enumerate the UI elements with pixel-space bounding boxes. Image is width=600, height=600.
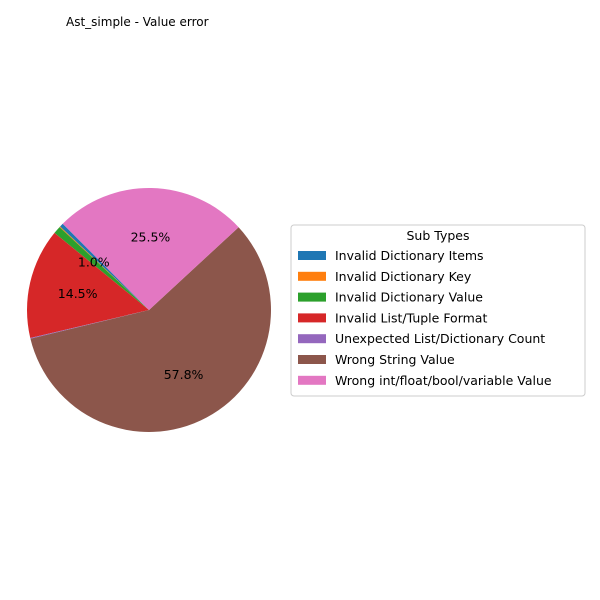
legend-label-invalid-dictionary-value: Invalid Dictionary Value (335, 290, 483, 305)
pie-slice-invalid-dictionary-items (60, 223, 149, 310)
legend-swatch-invalid-dictionary-items (298, 251, 326, 260)
pie-slice-unexpected-list-dictionary-count (30, 310, 149, 339)
legend: Sub Types Invalid Dictionary Items Inval… (290, 224, 586, 397)
pie-slice-invalid-dictionary-value (54, 227, 150, 310)
legend-swatch-unexpected-list-dictionary-count (298, 334, 326, 344)
percent-label-wrong-string-value: 57.8% (164, 367, 204, 382)
legend-label-wrong-int-float-bool-variable-value: Wrong int/float/bool/variable Value (335, 373, 552, 388)
pie-slice-wrong-int-float-bool-variable-value (62, 188, 239, 310)
legend-label-invalid-dictionary-items: Invalid Dictionary Items (335, 248, 484, 263)
pie-slice-invalid-list-tuple-format (26, 232, 149, 338)
percent-label-invalid-list-tuple-format: 14.5% (58, 286, 98, 301)
legend-swatch-invalid-dictionary-value (298, 292, 326, 302)
legend-label-invalid-list-tuple-format: Invalid List/Tuple Format (335, 310, 487, 325)
legend-swatch-wrong-string-value (298, 355, 326, 364)
legend-swatch-wrong-int-float-bool-variable-value (298, 375, 326, 385)
legend-frame (290, 224, 586, 397)
legend-items: Invalid Dictionary Items Invalid Diction… (298, 248, 552, 388)
legend-label-wrong-string-value: Wrong String Value (335, 352, 455, 367)
percent-label-wrong-int-float-bool-variable-value: 25.5% (131, 229, 171, 244)
legend-swatch-invalid-dictionary-key (298, 271, 326, 281)
legend-label-unexpected-list-dictionary-count: Unexpected List/Dictionary Count (335, 331, 545, 346)
legend-label-invalid-dictionary-key: Invalid Dictionary Key (335, 269, 472, 284)
pie-slice-wrong-string-value (30, 227, 271, 432)
legend-title: Sub Types (407, 228, 470, 243)
legend-swatch-invalid-list-tuple-format (298, 313, 326, 323)
pie-slice-invalid-dictionary-key (59, 226, 150, 310)
chart-title: Ast_simple - Value error (66, 15, 209, 29)
pie-slices (26, 188, 271, 432)
percent-labels: 1.0% 14.5% 57.8% 25.5% (58, 229, 204, 382)
percent-label-invalid-dictionary-value: 1.0% (78, 254, 110, 269)
